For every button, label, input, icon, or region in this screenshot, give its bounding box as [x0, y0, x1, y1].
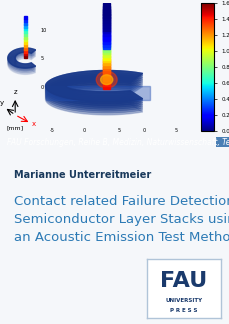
Polygon shape: [45, 71, 142, 102]
Polygon shape: [103, 53, 110, 60]
Polygon shape: [45, 71, 142, 102]
Text: Marianne Unterreitmeier: Marianne Unterreitmeier: [14, 170, 150, 180]
Polygon shape: [103, 64, 110, 70]
Polygon shape: [8, 50, 35, 70]
Text: UNIVERSITY: UNIVERSITY: [165, 297, 202, 303]
Polygon shape: [103, 45, 110, 52]
Polygon shape: [24, 41, 27, 44]
Polygon shape: [45, 80, 142, 111]
Polygon shape: [103, 70, 110, 75]
Polygon shape: [45, 74, 142, 106]
Text: 5: 5: [174, 128, 177, 133]
Text: FAU: FAU: [160, 271, 207, 291]
Polygon shape: [103, 20, 110, 28]
Polygon shape: [8, 48, 35, 68]
Text: z: z: [13, 89, 17, 95]
Text: 0: 0: [41, 85, 44, 90]
Polygon shape: [24, 38, 27, 41]
Text: 5: 5: [41, 56, 44, 61]
Polygon shape: [103, 6, 110, 15]
Polygon shape: [45, 78, 142, 109]
Polygon shape: [103, 62, 110, 68]
Polygon shape: [24, 24, 27, 28]
Polygon shape: [103, 73, 110, 78]
Polygon shape: [103, 14, 110, 23]
Polygon shape: [45, 86, 149, 100]
Polygon shape: [24, 47, 27, 50]
Text: y: y: [0, 100, 4, 106]
Polygon shape: [103, 50, 110, 57]
Text: 5: 5: [117, 128, 121, 133]
Text: Contact related Failure Detection of
Semiconductor Layer Stacks using
an Acousti: Contact related Failure Detection of Sem…: [14, 195, 229, 244]
Polygon shape: [103, 42, 110, 49]
Text: x: x: [31, 121, 35, 127]
Polygon shape: [103, 31, 110, 39]
Polygon shape: [8, 48, 35, 68]
Polygon shape: [103, 75, 110, 81]
Polygon shape: [24, 30, 27, 33]
Text: FAU Forschungen, Reihe B, Medizin, Naturwissenschaft, Technik  33: FAU Forschungen, Reihe B, Medizin, Natur…: [7, 138, 229, 147]
Text: 0: 0: [82, 128, 85, 133]
Polygon shape: [24, 52, 27, 55]
Text: 0: 0: [142, 128, 145, 133]
Circle shape: [100, 75, 112, 85]
Polygon shape: [24, 16, 27, 19]
Polygon shape: [24, 22, 27, 25]
Polygon shape: [103, 84, 110, 89]
Polygon shape: [24, 27, 27, 30]
Polygon shape: [24, 33, 27, 36]
Polygon shape: [103, 78, 110, 84]
Polygon shape: [24, 55, 27, 58]
Polygon shape: [103, 59, 110, 65]
Polygon shape: [8, 52, 35, 73]
Polygon shape: [24, 19, 27, 22]
Polygon shape: [24, 36, 27, 39]
Polygon shape: [103, 34, 110, 41]
Polygon shape: [24, 44, 27, 47]
Text: [mm]: [mm]: [7, 125, 24, 130]
Polygon shape: [103, 25, 110, 33]
Polygon shape: [45, 84, 142, 115]
Polygon shape: [8, 51, 35, 71]
Polygon shape: [103, 28, 110, 36]
Polygon shape: [103, 12, 110, 20]
Polygon shape: [103, 56, 110, 63]
Polygon shape: [103, 9, 110, 17]
Text: P R E S S: P R E S S: [169, 308, 197, 313]
Polygon shape: [103, 3, 110, 12]
Text: 10: 10: [41, 28, 47, 33]
Polygon shape: [103, 67, 110, 73]
Polygon shape: [103, 81, 110, 86]
Polygon shape: [103, 37, 110, 44]
Polygon shape: [45, 76, 142, 108]
Polygon shape: [8, 54, 35, 75]
Polygon shape: [103, 48, 110, 54]
Polygon shape: [103, 23, 110, 31]
Polygon shape: [103, 17, 110, 26]
Circle shape: [96, 71, 117, 88]
Polygon shape: [45, 82, 142, 113]
Bar: [215, 137, 229, 147]
Polygon shape: [24, 49, 27, 52]
Text: -5: -5: [49, 128, 54, 133]
Polygon shape: [45, 72, 142, 104]
Polygon shape: [103, 39, 110, 47]
